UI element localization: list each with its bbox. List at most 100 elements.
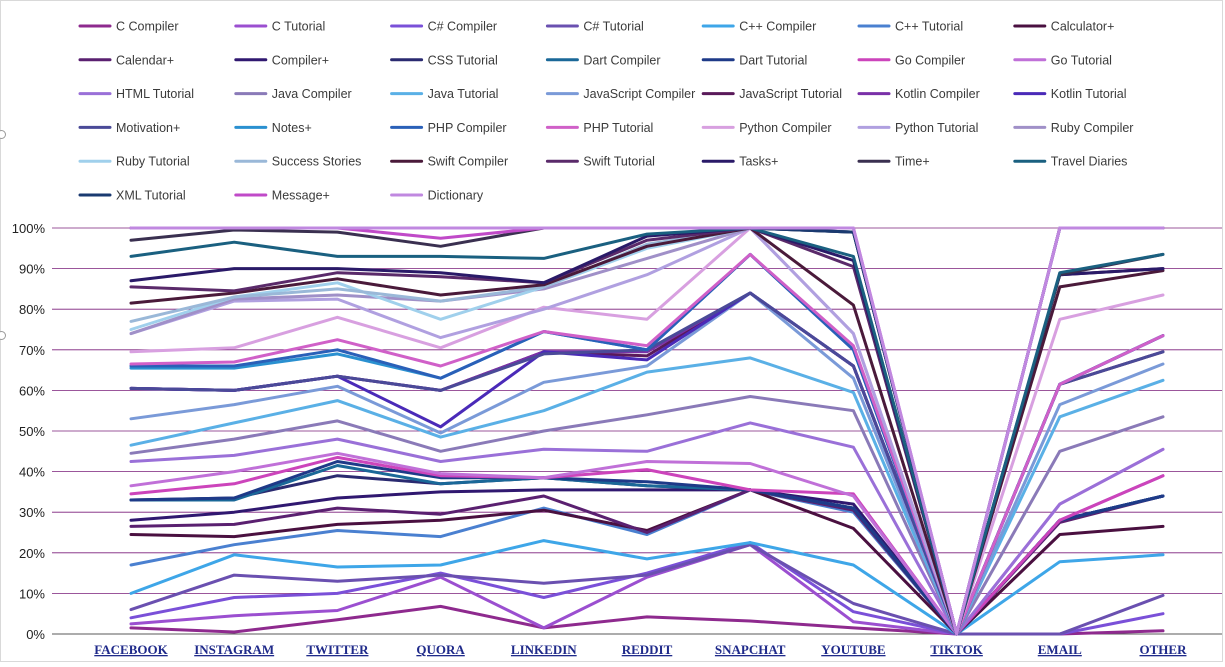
legend-item-go-compiler[interactable]: Go Compiler [857, 53, 965, 67]
legend-item-notes[interactable]: Notes+ [234, 121, 312, 135]
y-tick-label: 40% [19, 465, 45, 480]
legend-item-css-tutorial[interactable]: CSS Tutorial [390, 53, 498, 67]
legend-label: Swift Tutorial [583, 155, 655, 169]
legend-item-kotlin-compiler[interactable]: Kotlin Compiler [857, 87, 980, 101]
legend-item-ruby-compiler[interactable]: Ruby Compiler [1013, 121, 1134, 135]
legend-label: Ruby Compiler [1051, 121, 1134, 135]
legend: C Compiler C Tutorial C# Compiler C# Tutori… [78, 20, 1134, 203]
legend-item-calendar[interactable]: Calendar+ [78, 53, 174, 67]
legend-label: Success Stories [272, 155, 362, 169]
series-line-go-compiler [129, 455, 1165, 636]
legend-item-kotlin-tutorial[interactable]: Kotlin Tutorial [1013, 87, 1127, 101]
x-tick-label-other[interactable]: OTHER [1140, 642, 1188, 657]
legend-item-java-tutorial[interactable]: Java Tutorial [390, 87, 499, 101]
legend-item-c-tutorial[interactable]: C++ Tutorial [857, 20, 963, 34]
resize-handle-left[interactable] [0, 130, 6, 139]
x-tick-label-email[interactable]: EMAIL [1038, 642, 1082, 657]
legend-item-c-tutorial[interactable]: C Tutorial [234, 20, 326, 34]
x-tick-label-instagram[interactable]: INSTAGRAM [194, 642, 274, 657]
series-line-c-compiler [129, 539, 1165, 636]
resize-handle-left-lower[interactable] [0, 331, 6, 340]
legend-item-swift-compiler[interactable]: Swift Compiler [390, 155, 509, 169]
legend-item-php-compiler[interactable]: PHP Compiler [390, 121, 507, 135]
legend-item-html-tutorial[interactable]: HTML Tutorial [78, 87, 194, 101]
x-tick-label-snapchat[interactable]: SNAPCHAT [715, 642, 786, 657]
series-line-travel-diaries [129, 226, 1165, 636]
legend-label: Kotlin Compiler [895, 87, 980, 101]
legend-label: Go Compiler [895, 53, 965, 67]
legend-item-tasks[interactable]: Tasks+ [701, 155, 778, 169]
legend-item-java-compiler[interactable]: Java Compiler [234, 87, 352, 101]
legend-label: Dart Tutorial [739, 53, 807, 67]
legend-label: Motivation+ [116, 121, 180, 135]
y-axis: 0% 10% 20% 30% 40% 50% 60% 70% 80% 90% 100% [12, 221, 46, 642]
legend-label: Dictionary [428, 189, 484, 203]
legend-item-compiler[interactable]: Compiler+ [234, 53, 329, 67]
legend-label: Java Tutorial [428, 87, 499, 101]
legend-label: Tasks+ [739, 155, 778, 169]
legend-item-dictionary[interactable]: Dictionary [390, 189, 484, 203]
legend-label: Swift Compiler [428, 155, 509, 169]
legend-item-motivation[interactable]: Motivation+ [78, 121, 180, 135]
legend-item-python-compiler[interactable]: Python Compiler [701, 121, 832, 135]
legend-label: Python Compiler [739, 121, 831, 135]
legend-item-c-compiler[interactable]: C++ Compiler [701, 20, 816, 34]
y-tick-label: 10% [19, 586, 45, 601]
legend-item-message[interactable]: Message+ [234, 189, 330, 203]
legend-label: Python Tutorial [895, 121, 978, 135]
legend-item-ruby-tutorial[interactable]: Ruby Tutorial [78, 155, 190, 169]
legend-item-c-compiler[interactable]: C Compiler [78, 20, 179, 34]
y-tick-label: 0% [26, 627, 45, 642]
legend-label: Message+ [272, 189, 330, 203]
x-tick-label-tiktok[interactable]: TIKTOK [930, 642, 983, 657]
legend-item-javascript-compiler[interactable]: JavaScript Compiler [545, 87, 695, 101]
legend-item-dart-compiler[interactable]: Dart Compiler [545, 53, 661, 67]
legend-item-javascript-tutorial[interactable]: JavaScript Tutorial [701, 87, 842, 101]
legend-label: XML Tutorial [116, 189, 186, 203]
legend-item-swift-tutorial[interactable]: Swift Tutorial [545, 155, 655, 169]
x-tick-label-quora[interactable]: QUORA [416, 642, 465, 657]
x-tick-label-reddit[interactable]: REDDIT [622, 642, 673, 657]
legend-label: JavaScript Compiler [583, 87, 695, 101]
legend-label: PHP Compiler [428, 121, 507, 135]
legend-label: Calculator+ [1051, 20, 1115, 34]
series-line-php-tutorial [129, 252, 1165, 636]
legend-label: Ruby Tutorial [116, 155, 190, 169]
legend-item-travel-diaries[interactable]: Travel Diaries [1013, 155, 1128, 169]
legend-label: C# Compiler [428, 20, 497, 34]
legend-label: HTML Tutorial [116, 87, 194, 101]
legend-label: C Tutorial [272, 20, 326, 34]
series-line-dictionary [129, 226, 1165, 636]
legend-label: CSS Tutorial [428, 53, 498, 67]
legend-item-c-compiler[interactable]: C# Compiler [390, 20, 497, 34]
x-tick-label-twitter[interactable]: TWITTER [306, 642, 369, 657]
legend-item-time[interactable]: Time+ [857, 155, 930, 169]
y-tick-label: 70% [19, 343, 45, 358]
legend-item-php-tutorial[interactable]: PHP Tutorial [545, 121, 653, 135]
legend-label: C++ Tutorial [895, 20, 963, 34]
series-line-java-tutorial [129, 356, 1165, 636]
legend-item-python-tutorial[interactable]: Python Tutorial [857, 121, 978, 135]
x-tick-label-linkedin[interactable]: LINKEDIN [511, 642, 577, 657]
legend-label: C Compiler [116, 20, 179, 34]
legend-label: Time+ [895, 155, 930, 169]
legend-item-go-tutorial[interactable]: Go Tutorial [1013, 53, 1112, 67]
y-tick-label: 30% [19, 505, 45, 520]
x-tick-label-facebook[interactable]: FACEBOOK [94, 642, 168, 657]
legend-label: C# Tutorial [583, 20, 643, 34]
x-tick-label-youtube[interactable]: YOUTUBE [821, 642, 885, 657]
y-tick-label: 20% [19, 546, 45, 561]
y-tick-label: 60% [19, 383, 45, 398]
legend-item-dart-tutorial[interactable]: Dart Tutorial [701, 53, 807, 67]
legend-item-xml-tutorial[interactable]: XML Tutorial [78, 189, 186, 203]
y-tick-label: 50% [19, 424, 45, 439]
series-line-calculator [129, 488, 1165, 636]
legend-item-success-stories[interactable]: Success Stories [234, 155, 362, 169]
legend-item-c-tutorial[interactable]: C# Tutorial [545, 20, 644, 34]
legend-item-calculator[interactable]: Calculator+ [1013, 20, 1115, 34]
y-tick-label: 90% [19, 262, 45, 277]
legend-label: Compiler+ [272, 53, 329, 67]
legend-label: Kotlin Tutorial [1051, 87, 1127, 101]
